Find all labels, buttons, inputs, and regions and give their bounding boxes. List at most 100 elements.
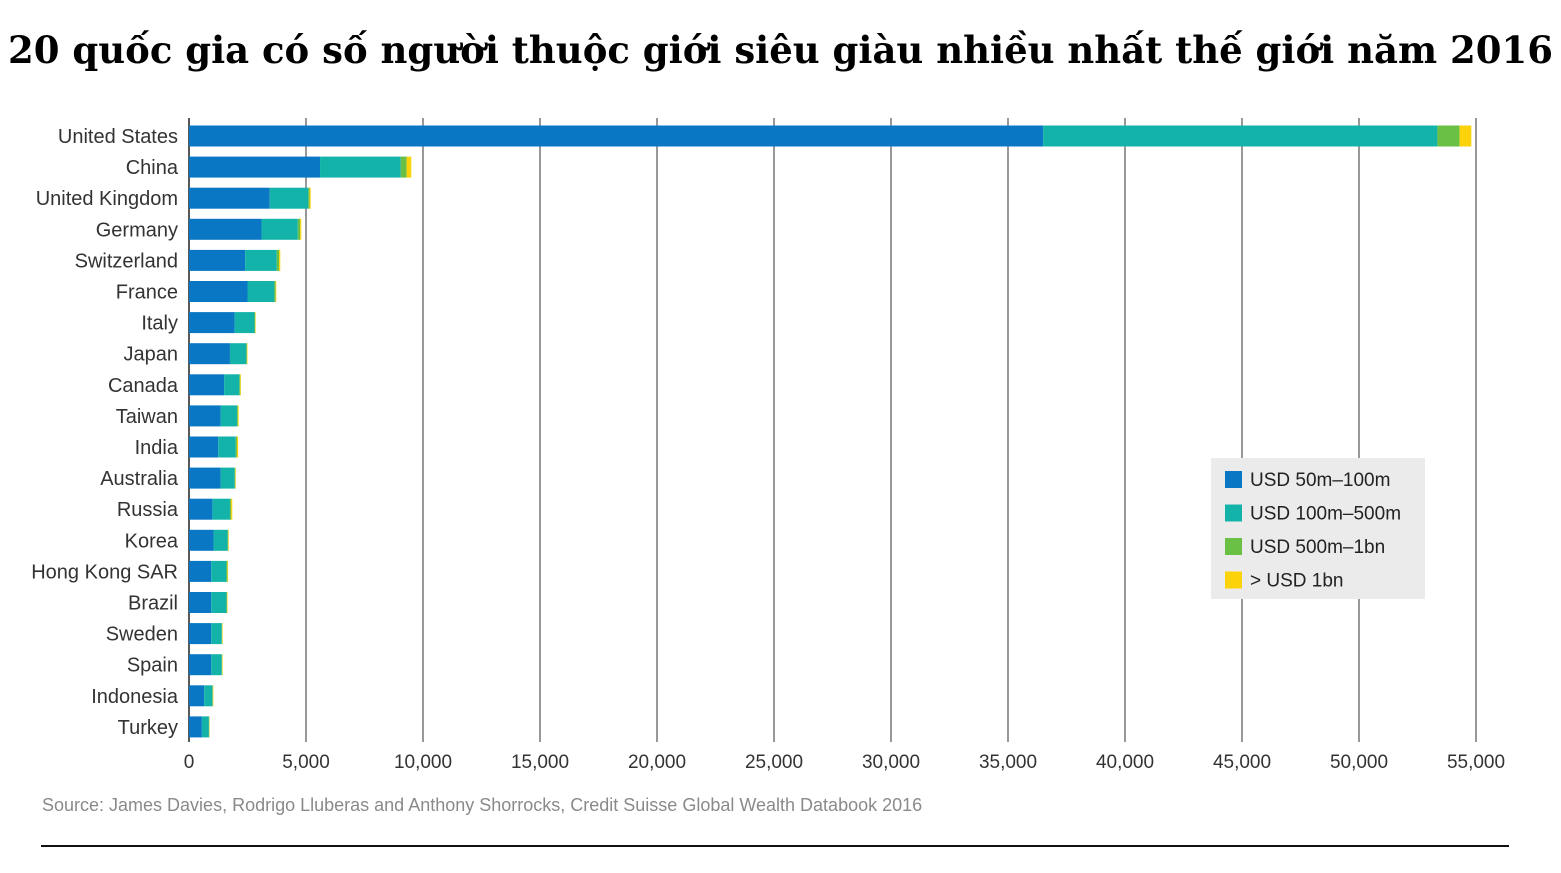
category-label: Canada xyxy=(108,375,179,397)
legend-label: > USD 1bn xyxy=(1250,571,1343,592)
bar-segment xyxy=(189,156,321,178)
x-tick-label: 15,000 xyxy=(511,752,569,773)
x-tick-label: 20,000 xyxy=(628,752,686,773)
bar-segment xyxy=(189,249,246,271)
bar-segment xyxy=(189,592,212,613)
bar-segment xyxy=(236,436,239,458)
bar-segment xyxy=(213,529,228,551)
bar-segment xyxy=(269,187,309,209)
bar-segment xyxy=(297,218,301,240)
bar-segment xyxy=(1437,125,1460,147)
bar-segment xyxy=(300,218,302,240)
bar-segment xyxy=(276,249,280,271)
bar-segment xyxy=(204,685,213,707)
bar-segment xyxy=(308,187,310,209)
bar-segment xyxy=(240,374,241,396)
category-label: Korea xyxy=(125,530,179,552)
x-tick-label: 5,000 xyxy=(282,752,330,773)
category-label: Sweden xyxy=(106,624,178,646)
bar-segment xyxy=(231,498,233,520)
bar-segment xyxy=(189,529,214,551)
legend-swatch xyxy=(1225,471,1242,488)
x-tick-label: 35,000 xyxy=(979,752,1037,773)
bar-segment xyxy=(236,405,238,427)
legend: USD 50m–100m USD 100m–500m USD 500m–1bn > U… xyxy=(1211,458,1425,599)
bar-stacks xyxy=(189,125,1472,738)
bar-segment xyxy=(189,312,235,334)
category-label: Spain xyxy=(127,655,178,677)
category-label: Hong Kong SAR xyxy=(31,561,178,583)
source-note: Source: James Davies, Rodrigo Lluberas a… xyxy=(42,795,923,815)
legend-label: USD 500m–1bn xyxy=(1250,537,1385,558)
category-label: Australia xyxy=(100,468,179,490)
bar-segment xyxy=(274,281,276,302)
category-label: India xyxy=(135,437,179,459)
bar-segment xyxy=(254,312,256,334)
bar-segment xyxy=(189,125,1044,147)
bar-segment xyxy=(189,623,212,645)
bar-segment xyxy=(227,529,229,551)
bar-segment xyxy=(211,623,222,645)
bar-segment xyxy=(189,281,248,302)
bar-segment xyxy=(224,374,240,396)
x-tick-label: 55,000 xyxy=(1447,752,1505,773)
bar-segment xyxy=(234,312,255,334)
bar-segment xyxy=(279,249,281,271)
category-labels: United States China United Kingdom Germany S… xyxy=(31,126,179,739)
category-label: Switzerland xyxy=(75,250,178,272)
x-axis-tick-labels: 0 5,000 10,000 15,000 20,000 25,000 30,000 35,0… xyxy=(184,752,1505,773)
category-label: Italy xyxy=(141,313,178,335)
x-tick-label: 30,000 xyxy=(862,752,920,773)
bar-segment xyxy=(237,405,239,427)
bar-segment xyxy=(189,654,212,676)
bar-segment xyxy=(189,467,221,489)
bar-segment xyxy=(246,343,248,365)
bar-segment xyxy=(211,592,227,613)
bar-segment xyxy=(189,685,205,707)
category-label: Japan xyxy=(124,344,179,366)
bar-segment xyxy=(189,343,230,365)
x-tick-label: 25,000 xyxy=(745,752,803,773)
legend-swatch xyxy=(1225,571,1242,589)
bar-segment xyxy=(247,281,275,302)
bar-segment xyxy=(189,405,221,427)
bar-segment xyxy=(189,436,219,458)
legend-box xyxy=(1211,458,1425,599)
bar-segment xyxy=(218,436,236,458)
bar-segment xyxy=(275,281,277,302)
bar-segment xyxy=(189,716,202,738)
bar-segment xyxy=(239,374,241,396)
bar-segment xyxy=(406,156,412,178)
bar-segment xyxy=(211,560,227,582)
bar-segment xyxy=(189,560,212,582)
bar-segment xyxy=(220,405,237,427)
legend-label: USD 100m–500m xyxy=(1250,504,1401,525)
x-tick-label: 40,000 xyxy=(1096,752,1154,773)
bar-segment xyxy=(309,187,311,209)
chart-title: 20 quốc gia có số người thuộc giới siêu … xyxy=(8,28,1553,72)
bar-segment xyxy=(320,156,401,178)
category-label: Indonesia xyxy=(91,686,179,708)
x-tick-label: 50,000 xyxy=(1330,752,1388,773)
bar-segment xyxy=(211,654,222,676)
legend-swatch xyxy=(1225,504,1242,522)
legend-label: USD 50m–100m xyxy=(1250,470,1390,491)
bar-segment xyxy=(245,249,277,271)
bottom-rule xyxy=(41,845,1509,847)
category-label: Turkey xyxy=(118,717,178,739)
category-label: Germany xyxy=(96,219,178,241)
bar-segment xyxy=(189,187,270,209)
category-label: China xyxy=(126,157,179,179)
bar-segment xyxy=(189,498,213,520)
bar-segment xyxy=(234,467,236,489)
bar-segment xyxy=(226,560,228,582)
bar-segment xyxy=(201,716,209,738)
bar-segment xyxy=(1043,125,1438,147)
bar-segment xyxy=(229,498,232,520)
bar-segment xyxy=(189,374,225,396)
x-tick-label: 0 xyxy=(184,752,195,773)
category-label: France xyxy=(116,282,178,304)
grid-lines xyxy=(188,118,1477,742)
category-label: United Kingdom xyxy=(36,188,178,210)
